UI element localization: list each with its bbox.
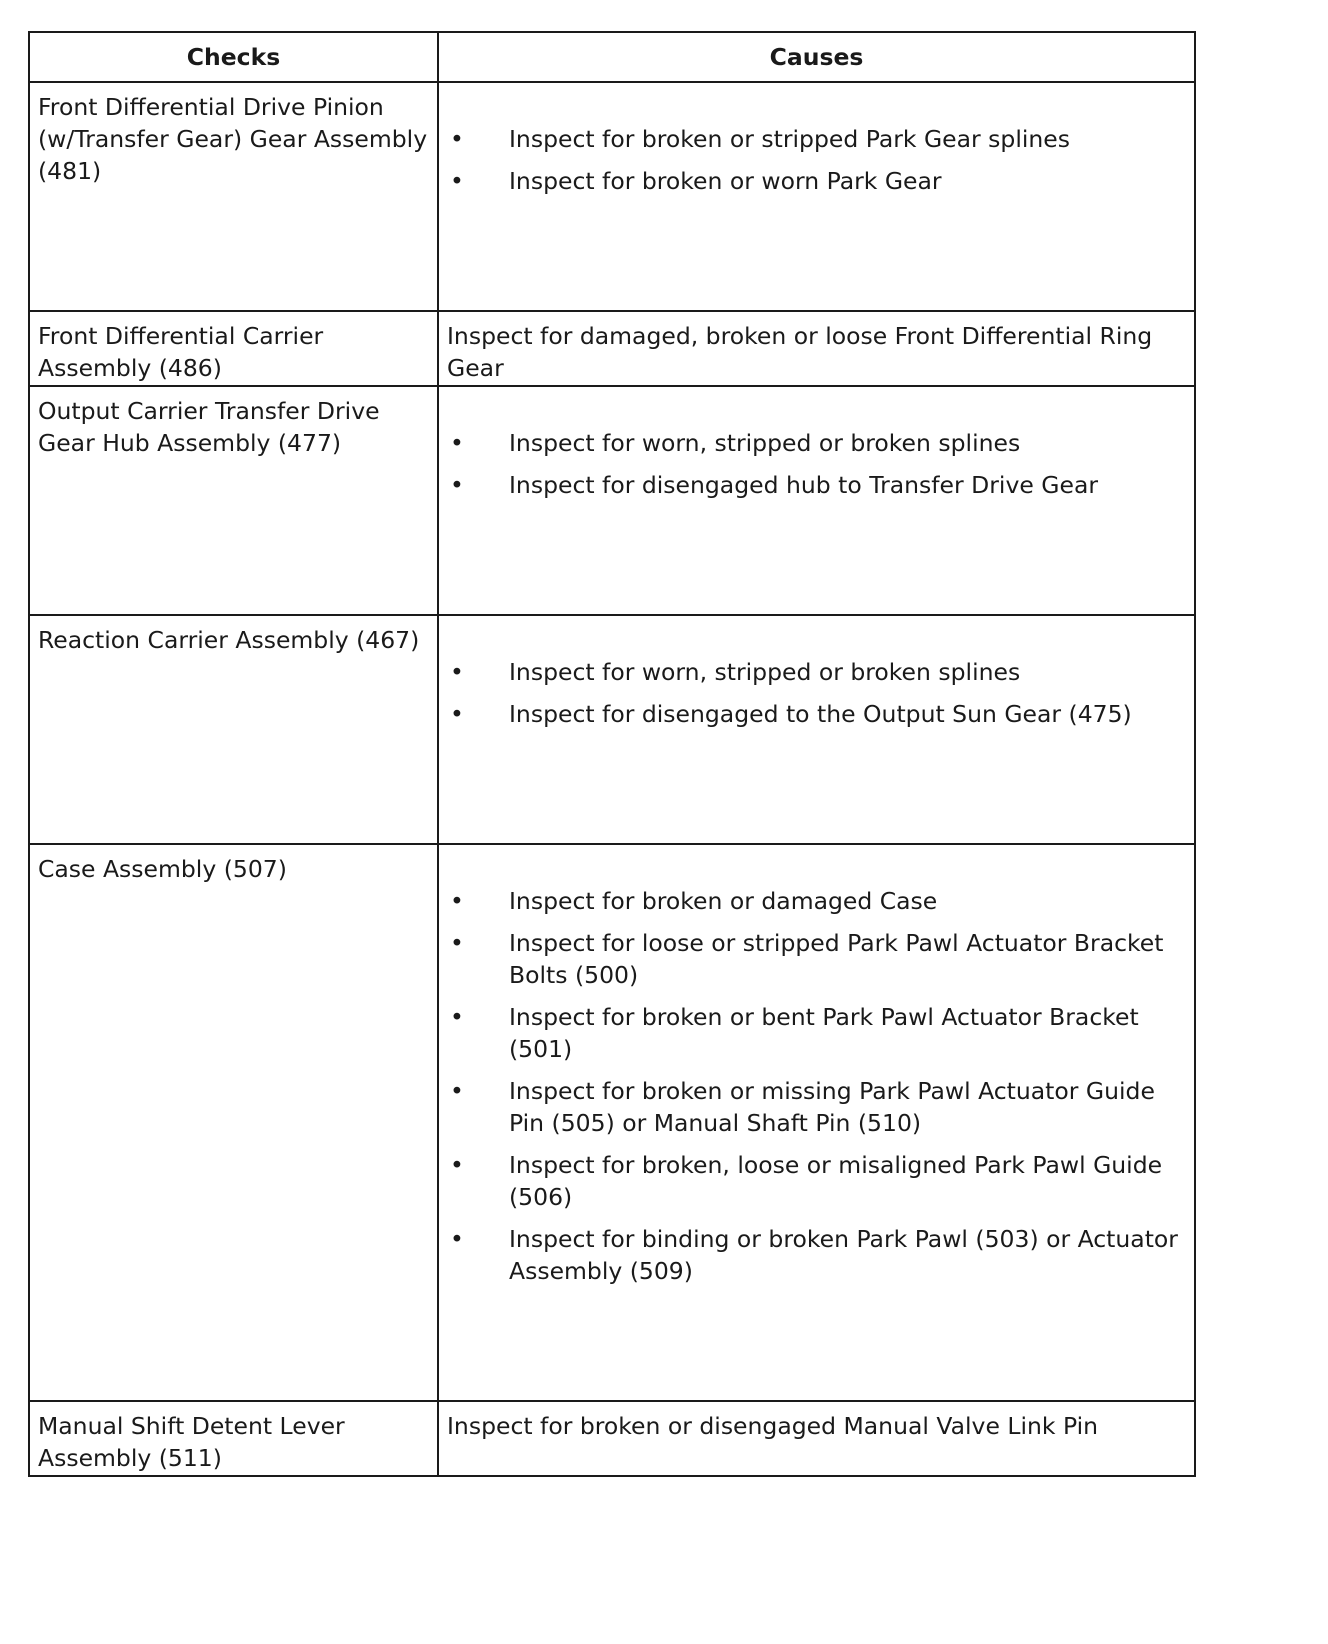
causes-cell: Inspect for broken or stripped Park Gear…	[437, 81, 1196, 312]
check-cell: Reaction Carrier Assembly (467)	[28, 614, 439, 845]
table-row: Front Differential Carrier Assembly (486…	[28, 310, 1196, 387]
table-row: Manual Shift Detent Lever Assembly (511)…	[28, 1400, 1196, 1477]
table-row: Reaction Carrier Assembly (467) Inspect …	[28, 614, 1196, 845]
cause-item: Inspect for loose or stripped Park Pawl …	[447, 927, 1186, 991]
cause-item: Inspect for worn, stripped or broken spl…	[447, 656, 1186, 688]
causes-cell: Inspect for worn, stripped or broken spl…	[437, 614, 1196, 845]
header-row: Checks Causes	[28, 31, 1196, 83]
header-causes: Causes	[437, 31, 1196, 83]
table-row: Output Carrier Transfer Drive Gear Hub A…	[28, 385, 1196, 616]
causes-cell: Inspect for worn, stripped or broken spl…	[437, 385, 1196, 616]
check-cell: Case Assembly (507)	[28, 843, 439, 1402]
causes-cell: Inspect for damaged, broken or loose Fro…	[437, 310, 1196, 387]
causes-cell: Inspect for broken or damaged Case Inspe…	[437, 843, 1196, 1402]
table-row: Front Differential Drive Pinion (w/Trans…	[28, 81, 1196, 312]
check-cell: Front Differential Drive Pinion (w/Trans…	[28, 81, 439, 312]
table-row: Case Assembly (507) Inspect for broken o…	[28, 843, 1196, 1402]
cause-item: Inspect for broken or missing Park Pawl …	[447, 1075, 1186, 1139]
check-cell: Output Carrier Transfer Drive Gear Hub A…	[28, 385, 439, 616]
check-cell: Manual Shift Detent Lever Assembly (511)	[28, 1400, 439, 1477]
cause-item: Inspect for worn, stripped or broken spl…	[447, 427, 1186, 459]
cause-item: Inspect for disengaged to the Output Sun…	[447, 698, 1186, 730]
causes-cell: Inspect for broken or disengaged Manual …	[437, 1400, 1196, 1477]
cause-item: Inspect for broken or damaged Case	[447, 885, 1186, 917]
cause-item: Inspect for disengaged hub to Transfer D…	[447, 469, 1186, 501]
checks-causes-table: Checks Causes Front Differential Drive P…	[28, 31, 1196, 1477]
check-cell: Front Differential Carrier Assembly (486…	[28, 310, 439, 387]
cause-item: Inspect for binding or broken Park Pawl …	[447, 1223, 1186, 1287]
header-checks: Checks	[28, 31, 439, 83]
cause-item: Inspect for broken or worn Park Gear	[447, 165, 1186, 197]
cause-item: Inspect for broken or bent Park Pawl Act…	[447, 1001, 1186, 1065]
cause-item: Inspect for broken or stripped Park Gear…	[447, 123, 1186, 155]
cause-item: Inspect for broken, loose or misaligned …	[447, 1149, 1186, 1213]
